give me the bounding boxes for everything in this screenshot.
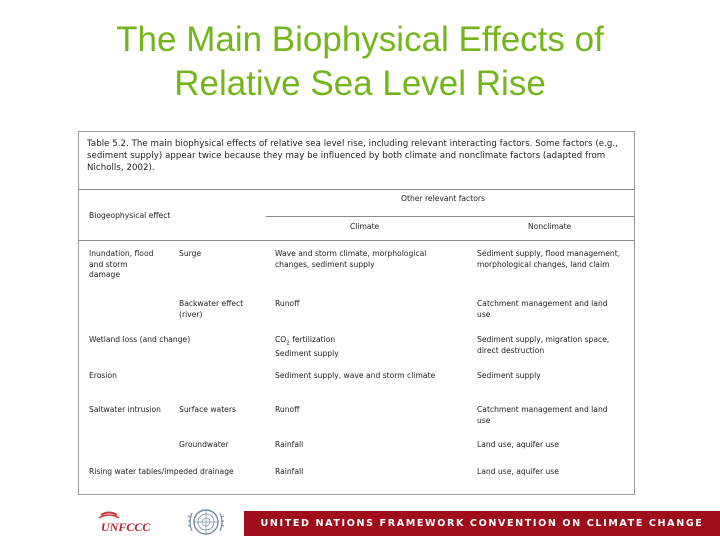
slide-title-line-1: The Main Biophysical Effects of <box>116 20 604 59</box>
footer-banner-text: UNITED NATIONS FRAMEWORK CONVENTION ON C… <box>260 518 704 529</box>
table-row-sub-effect: Surface waters <box>179 405 236 414</box>
header-climate: Climate <box>350 222 380 231</box>
effects-table: Table 5.2. The main biophysical effects … <box>78 131 635 495</box>
table-row-nonclimate: Land use, aquifer use <box>477 467 559 476</box>
table-rule <box>79 189 634 190</box>
slide-title: The Main Biophysical Effects of Relative… <box>0 18 720 106</box>
unfccc-logo: UNFCCC <box>95 508 161 536</box>
climate-co: CO <box>275 335 287 344</box>
footer-banner: UNITED NATIONS FRAMEWORK CONVENTION ON C… <box>244 511 720 536</box>
table-row-effect: Rising water tables/impeded drainage <box>89 467 234 476</box>
table-row-effect: Saltwater intrusion <box>89 405 161 414</box>
climate-co-subscript: 2 <box>286 340 290 347</box>
un-emblem-icon <box>187 509 225 535</box>
table-row-nonclimate: Catchment management and land use <box>477 405 608 425</box>
table-row-effect: Inundation, flood and storm damage <box>89 249 154 279</box>
climate-line-2: Sediment supply <box>275 349 339 359</box>
header-other-relevant-factors: Other relevant factors <box>401 194 485 203</box>
table-row-nonclimate: Sediment supply, flood management, morph… <box>477 249 621 269</box>
table-row-climate: CO2 fertilization Sediment supply <box>275 335 453 360</box>
header-nonclimate: Nonclimate <box>528 222 572 231</box>
table-row-sub-effect: Groundwater <box>179 440 229 449</box>
table-row-sub-effect: Surge <box>179 249 202 258</box>
unfccc-logo-icon: UNFCCC <box>98 511 151 534</box>
table-row-climate: Rainfall <box>275 467 304 476</box>
table-row-climate: Runoff <box>275 405 300 414</box>
table-rule <box>266 216 634 217</box>
table-row-nonclimate: Sediment supply, migration space, direct… <box>477 335 610 355</box>
table-row-nonclimate: Sediment supply <box>477 371 541 380</box>
table-row-effect: Erosion <box>89 371 117 380</box>
table-row-effect: Wetland loss (and change) <box>89 335 191 344</box>
header-biogeophysical-effect: Biogeophysical effect <box>89 211 171 220</box>
un-emblem <box>183 505 229 539</box>
slide-title-line-2: Relative Sea Level Rise <box>174 64 546 103</box>
unfccc-logo-text: UNFCCC <box>101 520 151 534</box>
table-caption: Table 5.2. The main biophysical effects … <box>87 139 618 173</box>
table-row-climate: Sediment supply, wave and storm climate <box>275 371 436 380</box>
table-row-climate: Rainfall <box>275 440 304 449</box>
table-row-nonclimate: Land use, aquifer use <box>477 440 559 449</box>
table-row-sub-effect: Backwater effect (river) <box>179 299 244 319</box>
footer: UNFCCC UNITED NATIONS FRAMEWORK CONVENTI… <box>0 505 720 540</box>
table-row-climate: Wave and storm climate, morphological ch… <box>275 249 427 269</box>
climate-fertilization: fertilization <box>289 335 336 344</box>
table-row-climate: Runoff <box>275 299 300 308</box>
table-row-nonclimate: Catchment management and land use <box>477 299 608 319</box>
table-rule <box>79 240 634 241</box>
